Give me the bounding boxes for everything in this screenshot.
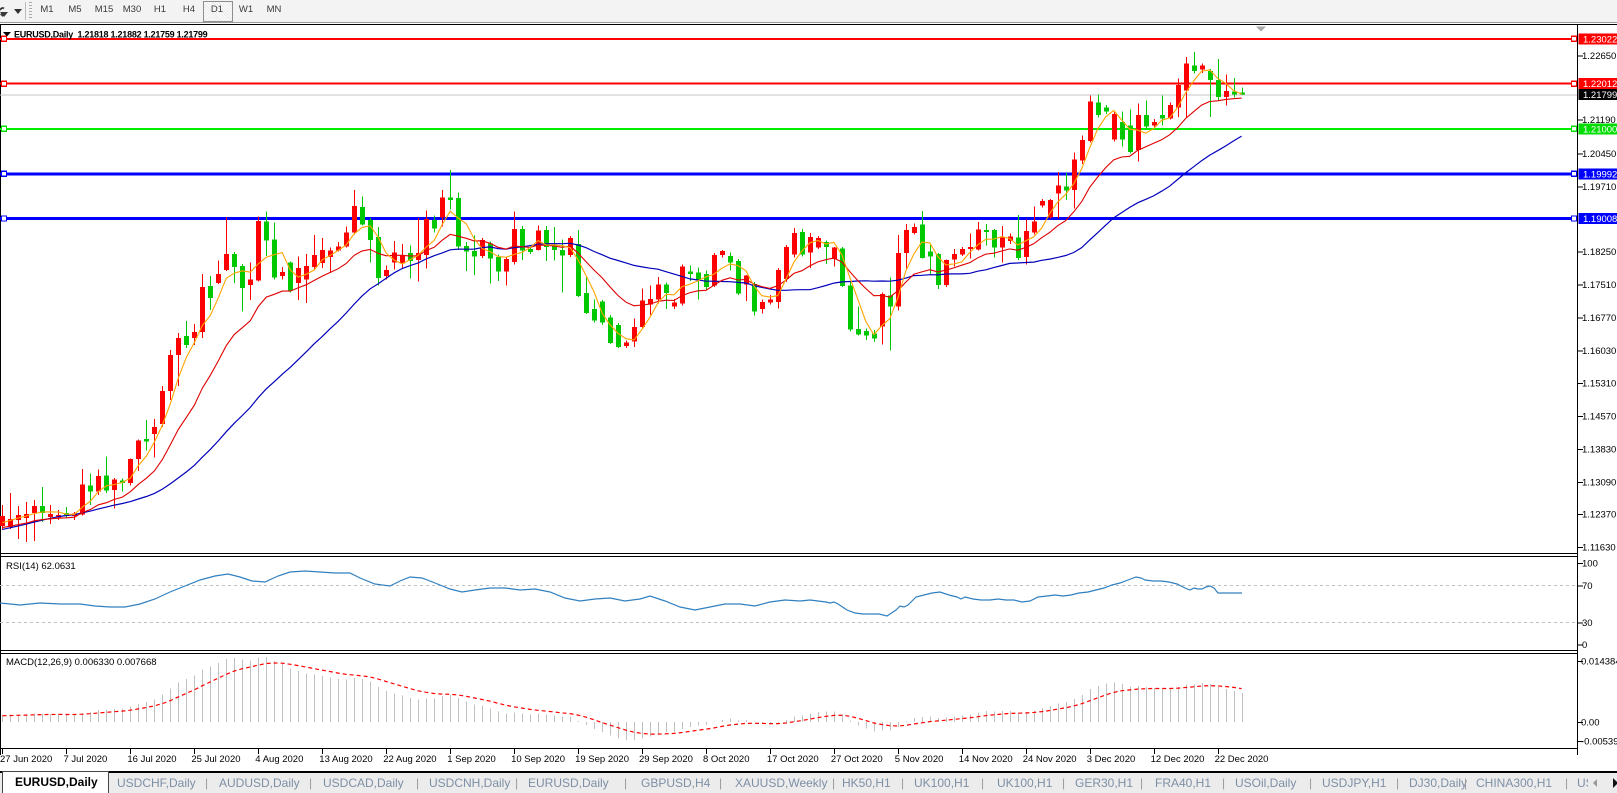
svg-text:22 Aug 2020: 22 Aug 2020 xyxy=(383,754,436,765)
svg-text:1.19992: 1.19992 xyxy=(1583,169,1617,180)
svg-text:1.20450: 1.20450 xyxy=(1582,149,1616,160)
svg-text:1.15310: 1.15310 xyxy=(1582,378,1616,389)
svg-text:1.18250: 1.18250 xyxy=(1582,247,1616,258)
svg-text:0.00: 0.00 xyxy=(1581,718,1600,729)
svg-text:1.12370: 1.12370 xyxy=(1582,510,1616,521)
svg-text:24 Nov 2020: 24 Nov 2020 xyxy=(1023,754,1077,765)
svg-text:8 Oct 2020: 8 Oct 2020 xyxy=(703,754,749,765)
svg-text:7 Jul 2020: 7 Jul 2020 xyxy=(64,754,108,765)
svg-text:30: 30 xyxy=(1582,618,1593,629)
svg-text:14 Nov 2020: 14 Nov 2020 xyxy=(959,754,1013,765)
svg-text:19 Sep 2020: 19 Sep 2020 xyxy=(575,754,629,765)
svg-text:27 Oct 2020: 27 Oct 2020 xyxy=(831,754,883,765)
svg-text:70: 70 xyxy=(1582,581,1593,592)
svg-text:22 Dec 2020: 22 Dec 2020 xyxy=(1215,754,1269,765)
svg-text:13 Aug 2020: 13 Aug 2020 xyxy=(319,754,372,765)
svg-text:12 Dec 2020: 12 Dec 2020 xyxy=(1151,754,1205,765)
svg-text:100: 100 xyxy=(1582,559,1598,570)
svg-text:10 Sep 2020: 10 Sep 2020 xyxy=(511,754,565,765)
svg-text:0: 0 xyxy=(1582,640,1587,651)
svg-text:EURUSD,Daily 1.21818 1.21882: EURUSD,Daily 1.21818 1.21882 1.21759 1.2… xyxy=(14,30,208,40)
svg-text:1.23022: 1.23022 xyxy=(1583,34,1617,45)
svg-text:MACD(12,26,9) 0.006330 0.00766: MACD(12,26,9) 0.006330 0.007668 xyxy=(6,657,157,668)
svg-text:0.014384: 0.014384 xyxy=(1581,656,1617,667)
svg-text:-0.00539: -0.00539 xyxy=(1581,737,1617,748)
svg-text:1.19008: 1.19008 xyxy=(1583,214,1617,225)
svg-text:5 Nov 2020: 5 Nov 2020 xyxy=(895,754,944,765)
svg-text:1.16770: 1.16770 xyxy=(1582,313,1616,324)
svg-text:4 Aug 2020: 4 Aug 2020 xyxy=(255,754,303,765)
svg-text:1.17510: 1.17510 xyxy=(1582,280,1616,291)
svg-text:RSI(14) 62.0631: RSI(14) 62.0631 xyxy=(6,561,76,572)
svg-text:1.21000: 1.21000 xyxy=(1583,124,1617,135)
svg-text:1.22650: 1.22650 xyxy=(1582,51,1616,62)
svg-text:1.14570: 1.14570 xyxy=(1582,411,1616,422)
svg-text:1.22012: 1.22012 xyxy=(1583,79,1617,90)
svg-text:1.21190: 1.21190 xyxy=(1582,115,1616,126)
svg-text:1 Sep 2020: 1 Sep 2020 xyxy=(447,754,496,765)
svg-text:17 Oct 2020: 17 Oct 2020 xyxy=(767,754,819,765)
svg-text:1.13830: 1.13830 xyxy=(1582,444,1616,455)
svg-text:1.21799: 1.21799 xyxy=(1583,90,1617,101)
svg-text:16 Jul 2020: 16 Jul 2020 xyxy=(127,754,176,765)
svg-text:1.19710: 1.19710 xyxy=(1582,182,1616,193)
svg-text:1.13090: 1.13090 xyxy=(1582,477,1616,488)
svg-text:27 Jun 2020: 27 Jun 2020 xyxy=(0,754,52,765)
svg-text:29 Sep 2020: 29 Sep 2020 xyxy=(639,754,693,765)
svg-text:25 Jul 2020: 25 Jul 2020 xyxy=(191,754,240,765)
svg-text:3 Dec 2020: 3 Dec 2020 xyxy=(1087,754,1136,765)
svg-text:1.16030: 1.16030 xyxy=(1582,346,1616,357)
svg-text:1.11630: 1.11630 xyxy=(1582,543,1616,554)
